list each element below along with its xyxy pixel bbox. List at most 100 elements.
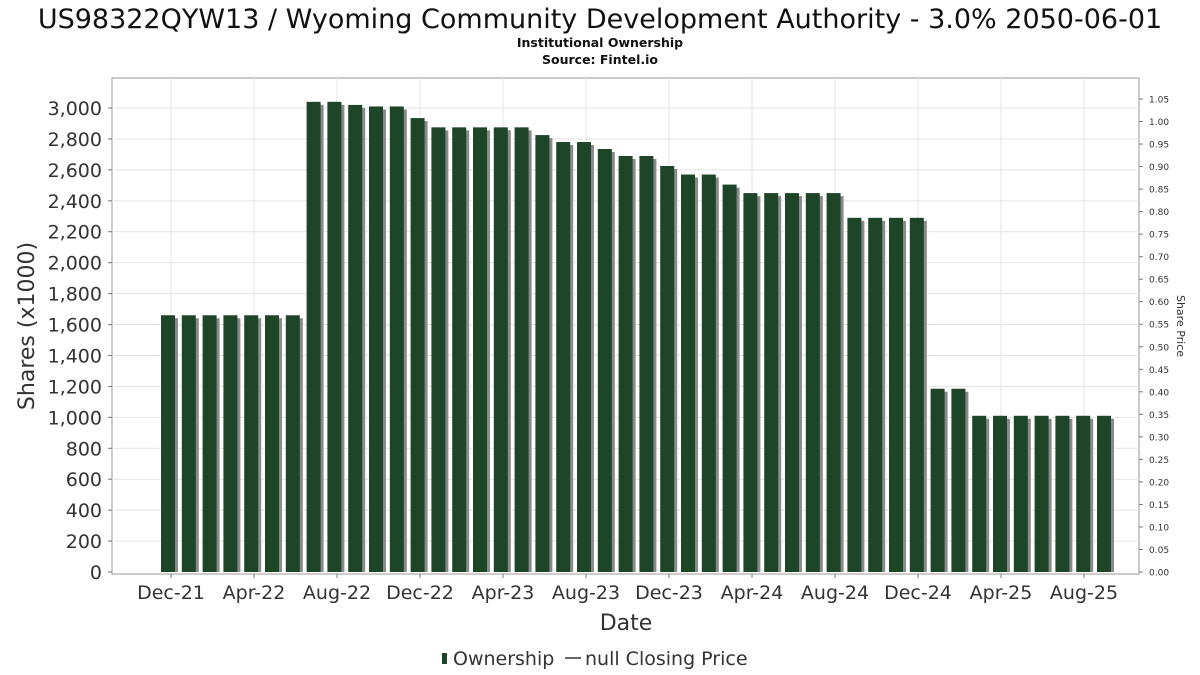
- y-right-tick-label: 0.45: [1149, 366, 1169, 376]
- y-tick-label: 2,600: [48, 160, 102, 182]
- y-tick-label: 1,000: [48, 407, 102, 429]
- y-right-tick-label: 0.70: [1149, 253, 1169, 263]
- ownership-bar: [265, 315, 279, 572]
- ownership-bar: [161, 315, 175, 572]
- y-tick-label: 2,200: [48, 222, 102, 244]
- x-tick-label: Apr-24: [721, 582, 784, 604]
- y-right-tick-label: 0.25: [1149, 456, 1169, 466]
- y-right-tick-label: 0.00: [1149, 569, 1169, 579]
- y-tick-label: 2,400: [48, 191, 102, 213]
- ownership-bar: [389, 106, 404, 573]
- bars: [161, 101, 1114, 573]
- ownership-bar: [577, 142, 591, 572]
- y-axis-label: Shares (x1000): [15, 242, 40, 410]
- ownership-bar: [514, 127, 529, 572]
- ownership-bar: [909, 217, 924, 572]
- ownership-bar: [348, 104, 363, 572]
- y-right-tick-label: 0.05: [1149, 546, 1169, 556]
- x-tick-label: Aug-22: [303, 582, 371, 604]
- ownership-bar: [701, 174, 716, 572]
- x-tick-label: Apr-23: [472, 582, 535, 604]
- y-tick-label: 1,800: [48, 284, 102, 306]
- y-right-tick-label: 0.55: [1149, 321, 1169, 331]
- ownership-bar: [285, 315, 300, 572]
- legend: Ownership null Closing Price: [442, 648, 748, 670]
- legend-price-label: null Closing Price: [585, 648, 748, 670]
- y-right-tick-label: 0.20: [1149, 478, 1169, 488]
- y-right-tick-label: 1.00: [1149, 118, 1169, 128]
- legend-ownership-label: Ownership: [453, 648, 554, 670]
- right-axis: 0.00 0.05 0.10 0.15 0.20 0.25 0.30 0.35 0.40 0.45…: [1139, 96, 1169, 579]
- x-tick-label: Dec-24: [884, 582, 952, 604]
- ownership-bar: [327, 101, 342, 572]
- x-axis: Dec-21 Apr-22 Aug-22 Dec-22 Apr-23 Aug-23 Dec-…: [112, 573, 1139, 604]
- ownership-bar: [556, 142, 571, 572]
- y-right-tick-label: 0.75: [1149, 231, 1169, 241]
- x-tick-label: Dec-21: [137, 582, 205, 604]
- y-right-tick-label: 0.35: [1149, 411, 1169, 421]
- left-axis: 0 200 400 600 800 1,000 1,200 1,400 1,600 1,800 2,…: [48, 98, 112, 584]
- legend-ownership-swatch: [442, 653, 447, 664]
- ownership-bar: [1076, 415, 1091, 572]
- y-tick-label: 2,000: [48, 253, 102, 275]
- ownership-bar: [452, 127, 467, 572]
- ownership-bar: [743, 193, 758, 572]
- y-tick-label: 600: [66, 469, 102, 491]
- x-tick-label: Dec-23: [635, 582, 703, 604]
- y-tick-label: 1,400: [48, 345, 102, 367]
- y-right-tick-label: 0.95: [1149, 141, 1169, 151]
- ownership-bar: [597, 149, 612, 573]
- y-right-tick-label: 0.15: [1149, 501, 1169, 511]
- ownership-bar: [1055, 415, 1070, 572]
- ownership-bar: [805, 193, 820, 572]
- y-right-tick-label: 0.80: [1149, 208, 1169, 218]
- y-tick-label: 3,000: [48, 98, 102, 120]
- ownership-bar: [972, 415, 987, 572]
- y-right-tick-label: 0.90: [1149, 163, 1169, 173]
- ownership-bar: [993, 415, 1007, 572]
- x-tick-label: Aug-23: [552, 582, 620, 604]
- ownership-bar: [223, 315, 238, 572]
- ownership-bar: [785, 193, 799, 572]
- y-right-tick-label: 0.30: [1149, 433, 1169, 443]
- ownership-bar: [1097, 415, 1111, 572]
- y-tick-label: 1,600: [48, 315, 102, 337]
- ownership-bar: [681, 174, 695, 572]
- y-right-tick-label: 0.65: [1149, 276, 1169, 286]
- ownership-bar: [1013, 415, 1028, 572]
- x-tick-label: Dec-22: [386, 582, 454, 604]
- x-tick-label: Aug-24: [801, 582, 869, 604]
- ownership-bar: [431, 127, 446, 572]
- ownership-bar: [181, 315, 196, 572]
- x-tick-label: Aug-25: [1050, 582, 1118, 604]
- ownership-bar: [244, 315, 259, 572]
- ownership-bar: [369, 106, 383, 573]
- y-tick-label: 1,200: [48, 376, 102, 398]
- x-tick-label: Apr-25: [970, 582, 1033, 604]
- y-axis-right-label: Share Price: [1174, 295, 1187, 357]
- chart-title: US98322QYW13 / Wyoming Community Develop…: [38, 4, 1162, 35]
- y-tick-label: 800: [66, 438, 102, 460]
- y-right-tick-label: 0.40: [1149, 388, 1169, 398]
- ownership-bar: [722, 184, 737, 572]
- y-right-tick-label: 0.85: [1149, 186, 1169, 196]
- ownership-bar: [951, 388, 966, 572]
- ownership-bar: [1034, 415, 1049, 572]
- y-tick-label: 2,800: [48, 129, 102, 151]
- chart-subtitle: Institutional Ownership: [517, 35, 683, 50]
- ownership-bar: [618, 155, 633, 572]
- y-tick-label: 0: [90, 562, 102, 584]
- ownership-bar: [868, 217, 883, 572]
- ownership-bar: [930, 388, 945, 572]
- ownership-bar: [847, 217, 862, 572]
- x-tick-label: Apr-22: [223, 582, 286, 604]
- y-right-tick-label: 0.50: [1149, 343, 1169, 353]
- y-right-tick-label: 0.60: [1149, 298, 1169, 308]
- ownership-bar: [764, 193, 779, 572]
- y-right-tick-label: 0.10: [1149, 523, 1169, 533]
- ownership-bar: [202, 315, 217, 572]
- y-tick-label: 400: [66, 500, 102, 522]
- ownership-bar: [535, 135, 550, 572]
- ownership-bar: [410, 118, 425, 572]
